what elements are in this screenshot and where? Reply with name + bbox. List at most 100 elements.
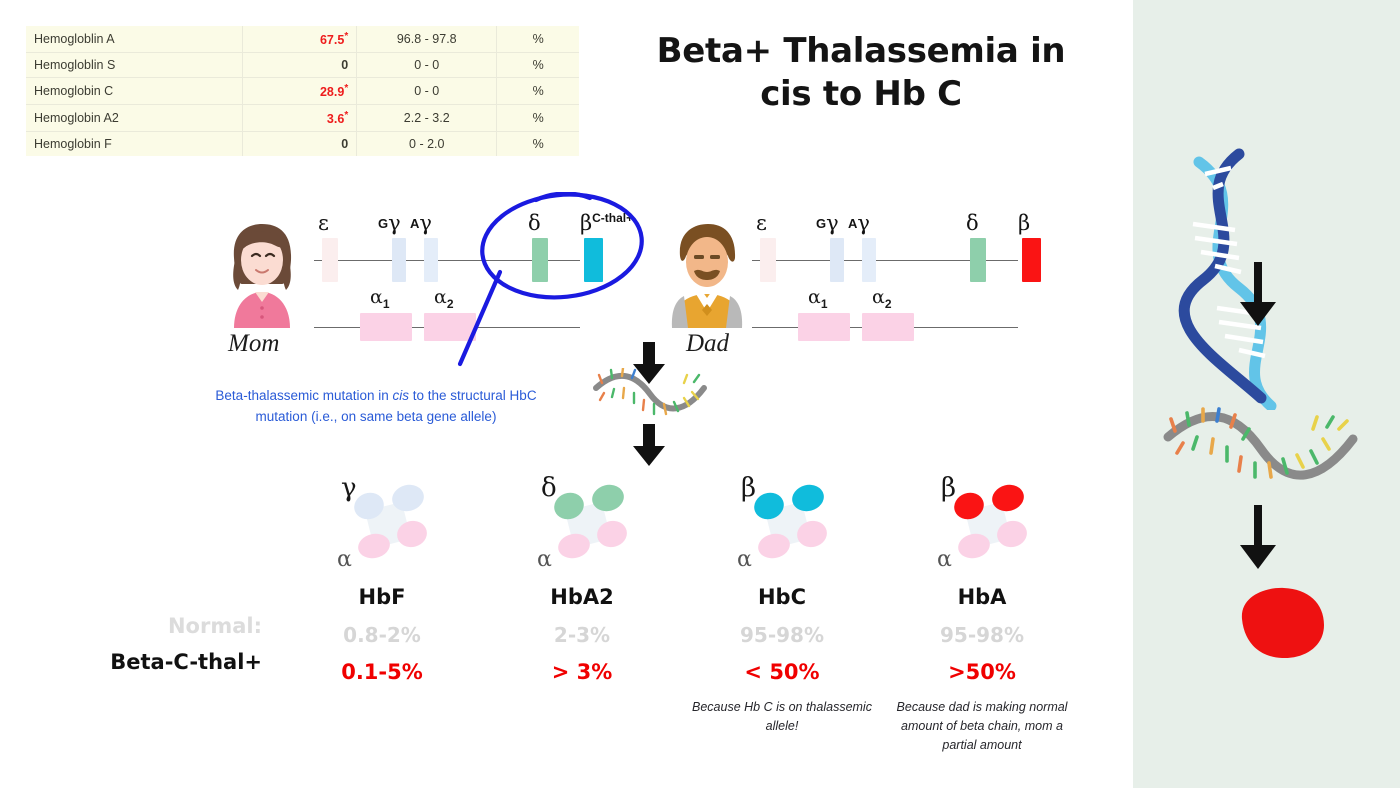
- cell-unit: %: [496, 77, 579, 106]
- mom-gene-alpha2: [424, 313, 476, 341]
- dad-gene-β: [1022, 238, 1041, 282]
- dad-beta-locus-line: [752, 260, 1018, 261]
- cell-reference-range: 0 - 2.0: [356, 131, 498, 157]
- tetramer-icon-hba: βα: [937, 473, 1027, 572]
- dad-gene-label-alpha1: α1: [808, 286, 828, 311]
- page-title-line2: cis to Hb C: [760, 73, 962, 114]
- svg-text:β: β: [741, 473, 756, 503]
- table-row: Hemoglobin A2 3.6* 2.2 - 3.2%: [26, 104, 579, 133]
- row-label-patient: Beta-C-thal+: [110, 650, 262, 674]
- dad-gene-label-β: β: [1018, 211, 1031, 235]
- cell-reference-range: 96.8 - 97.8: [356, 26, 498, 54]
- cell-unit: %: [496, 52, 579, 79]
- annotation-part2: to the structural HbC mutation (i.e., on…: [255, 388, 537, 424]
- dad-gene-ε: [760, 238, 776, 282]
- dad-label: Dad: [686, 330, 730, 357]
- result-normal-hba2: 2-3%: [553, 623, 611, 647]
- result-column-hba2: δ α HbA2 2-3% > 3%: [507, 470, 657, 684]
- cell-value: 0: [242, 52, 358, 79]
- dad-gene-label-alpha2: α2: [872, 286, 892, 311]
- page-title: Beta+ Thalassemia in cis to Hb C: [626, 30, 1096, 115]
- result-column-hbf: γ α HbF 0.8-2% 0.1-5%: [307, 470, 457, 684]
- mom-gene-Aγ: [424, 238, 438, 282]
- page-title-line1: Beta+ Thalassemia in: [656, 31, 1066, 71]
- table-row: Hemoglobin C 28.9* 0 - 0%: [26, 77, 579, 106]
- result-patient-hba: >50%: [948, 660, 1016, 684]
- mom-label: Mom: [228, 330, 280, 357]
- cell-unit: %: [496, 26, 579, 54]
- mom-gene-label-Gγ: Gγ: [378, 211, 401, 235]
- cell-unit: %: [496, 104, 579, 133]
- svg-text:α: α: [337, 547, 352, 572]
- mom-beta-locus-line: [314, 260, 580, 261]
- mom-gene-δ: [532, 238, 548, 282]
- arrow-down-rna-to-protein-icon: [1240, 505, 1276, 569]
- cell-reference-range: 0 - 0: [356, 52, 498, 79]
- central-dogma-panel: DNA: [1133, 0, 1400, 788]
- dad-gene-label-Aγ: Aγ: [848, 211, 870, 235]
- cell-analyte: Hemoglobin C: [26, 77, 244, 106]
- cis-mutation-annotation: Beta-thalassemic mutation in cis to the …: [196, 386, 556, 428]
- mom-gene-Gγ: [392, 238, 406, 282]
- dad-gene-alpha2: [862, 313, 914, 341]
- protein-blob-icon: [1241, 587, 1324, 659]
- tetramer-icon-hbf: γα: [337, 473, 427, 572]
- result-column-hba: β α HbA 95-98% >50% Because dad is making nor…: [897, 470, 1068, 754]
- annotation-part1: Beta-thalassemic mutation in: [215, 388, 393, 403]
- cell-reference-range: 0 - 0: [356, 77, 498, 106]
- cell-reference-range: 2.2 - 3.2: [356, 104, 498, 133]
- mom-gene-ε: [322, 238, 338, 282]
- result-normal-hba: 95-98%: [939, 623, 1024, 647]
- mom-gene-β: [584, 238, 603, 282]
- rna-strand-icon: [1163, 407, 1358, 480]
- mom-gene-label-alpha1: α1: [370, 286, 390, 311]
- dad-gene-label-δ: δ: [966, 211, 979, 235]
- dna-helix-icon: [1178, 148, 1277, 410]
- cell-value: 0: [242, 131, 358, 157]
- cell-value: 28.9*: [242, 77, 358, 106]
- result-name-hbf: HbF: [358, 585, 406, 609]
- hemoglobin-electrophoresis-table: Hemogloblin A 67.5* 96.8 - 97.8% Hemoglobli…: [26, 26, 579, 157]
- cell-unit: %: [532, 137, 544, 152]
- dad-gene-label-Gγ: Gγ: [816, 211, 839, 235]
- cell-analyte: Hemoglobin F: [26, 131, 244, 157]
- svg-text:α: α: [737, 547, 752, 572]
- result-note-hbc: Because Hb C is on thalassemic allele!: [692, 700, 872, 733]
- result-patient-hbc: < 50%: [744, 660, 820, 684]
- row-label-normal: Normal:: [167, 614, 262, 638]
- mom-gene-alpha1: [360, 313, 412, 341]
- cell-value: 67.5*: [242, 26, 358, 54]
- mom-gene-label-δ: δ: [528, 211, 541, 235]
- cell-value: 3.6*: [242, 104, 358, 133]
- cell-analyte: Hemogloblin S: [26, 52, 244, 79]
- dad-gene-Gγ: [830, 238, 844, 282]
- dad-gene-δ: [970, 238, 986, 282]
- result-patient-hba2: > 3%: [551, 660, 613, 684]
- svg-text:α: α: [537, 547, 552, 572]
- result-normal-hbf: 0.8-2%: [343, 623, 421, 647]
- dad-gene-label-ε: ε: [756, 211, 767, 235]
- dad-gene-alpha1: [798, 313, 850, 341]
- lab-table-body: Hemogloblin A 67.5* 96.8 - 97.8% Hemoglobli…: [26, 26, 579, 157]
- result-name-hbc: HbC: [757, 585, 807, 609]
- cell-analyte: Hemogloblin A: [26, 26, 244, 54]
- tetramer-icon-hba2: δα: [537, 473, 627, 572]
- mom-gene-label-ε: ε: [318, 211, 329, 235]
- annotation-italic: cis: [392, 388, 410, 403]
- svg-text:δ: δ: [541, 473, 557, 503]
- arrow-down-transcription-icon: [633, 342, 665, 384]
- result-name-hba: HbA: [957, 585, 1007, 609]
- result-normal-hbc: 95-98%: [739, 623, 824, 647]
- dad-avatar: [671, 224, 743, 328]
- result-column-hbc: β α HbC 95-98% < 50% Because Hb C is on thala…: [692, 470, 872, 736]
- mom-gene-label-alpha2: α2: [434, 286, 454, 311]
- center-rna-strand-icon: [593, 368, 707, 416]
- result-patient-hbf: 0.1-5%: [341, 660, 423, 684]
- table-row: Hemogloblin A 67.5* 96.8 - 97.8%: [26, 26, 579, 54]
- arrow-down-dna-to-rna-icon: [1240, 262, 1276, 326]
- mom-gene-label-Aγ: Aγ: [410, 211, 432, 235]
- tetramer-icon-hbc: βα: [737, 473, 827, 572]
- cell-analyte: Hemoglobin A2: [26, 104, 244, 133]
